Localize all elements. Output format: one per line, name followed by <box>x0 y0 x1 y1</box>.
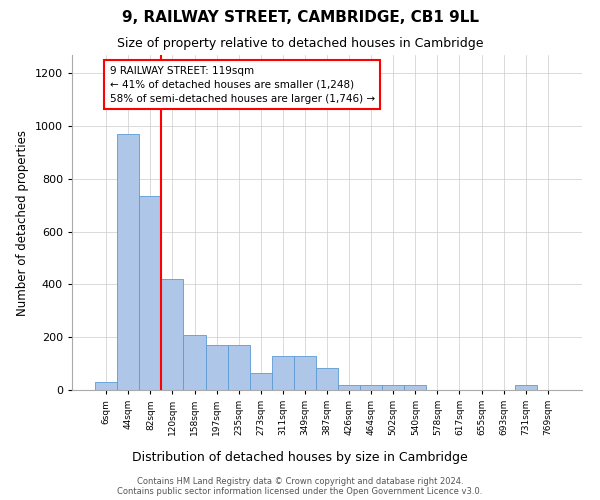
Text: 9, RAILWAY STREET, CAMBRIDGE, CB1 9LL: 9, RAILWAY STREET, CAMBRIDGE, CB1 9LL <box>121 10 479 25</box>
Bar <box>227 345 250 390</box>
Bar <box>382 384 404 390</box>
Bar <box>515 384 537 390</box>
Bar <box>360 384 382 390</box>
Bar <box>117 134 139 390</box>
Bar <box>161 279 184 390</box>
Bar <box>206 345 227 390</box>
Text: Contains HM Land Registry data © Crown copyright and database right 2024.: Contains HM Land Registry data © Crown c… <box>137 476 463 486</box>
Bar <box>184 334 206 390</box>
Text: 9 RAILWAY STREET: 119sqm
← 41% of detached houses are smaller (1,248)
58% of sem: 9 RAILWAY STREET: 119sqm ← 41% of detach… <box>110 66 374 104</box>
Bar <box>294 356 316 390</box>
Text: Size of property relative to detached houses in Cambridge: Size of property relative to detached ho… <box>117 38 483 51</box>
Bar <box>95 382 117 390</box>
Text: Distribution of detached houses by size in Cambridge: Distribution of detached houses by size … <box>132 451 468 464</box>
Bar <box>250 373 272 390</box>
Bar <box>139 196 161 390</box>
Text: Contains public sector information licensed under the Open Government Licence v3: Contains public sector information licen… <box>118 486 482 496</box>
Y-axis label: Number of detached properties: Number of detached properties <box>16 130 29 316</box>
Bar <box>404 384 427 390</box>
Bar <box>272 356 294 390</box>
Bar <box>338 384 360 390</box>
Bar <box>316 368 338 390</box>
